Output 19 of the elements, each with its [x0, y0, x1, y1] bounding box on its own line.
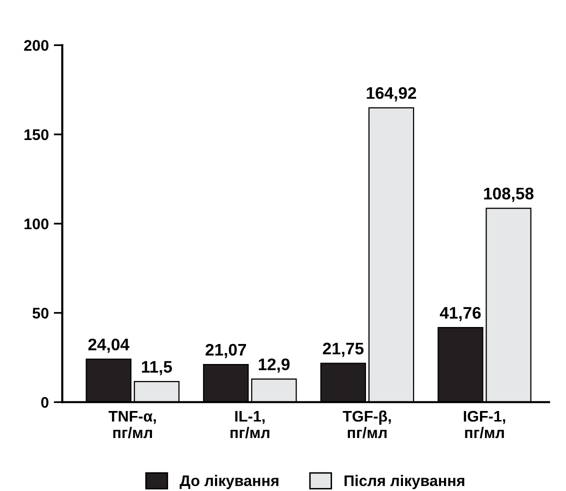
x-tick-label: TGF-β, пг/мл	[342, 410, 391, 438]
legend-label: Після лікування	[344, 474, 464, 490]
y-tick-label: 100	[24, 218, 48, 230]
y-tick-label: 150	[24, 129, 48, 140]
y-tick-label: 0	[41, 396, 48, 408]
data-label: 11,5	[142, 361, 172, 376]
data-label: 164,92	[366, 87, 416, 102]
y-tick-label: 200	[24, 40, 48, 51]
x-tick-label: IL-1, пг/мл	[230, 411, 270, 438]
data-label: 24,04	[88, 338, 130, 353]
data-label: 41,76	[440, 306, 481, 322]
x-tick-label: IGF-1, пг/мл	[464, 410, 506, 438]
data-label: 12,9	[258, 358, 290, 373]
data-label: 21,07	[206, 344, 246, 358]
data-label: 21,75	[322, 342, 364, 357]
x-tick-label: TNF-α, пг/мл	[108, 411, 156, 438]
legend-label: До лікування	[180, 474, 278, 490]
data-label: 108,58	[484, 188, 534, 202]
y-tick-label: 50	[32, 308, 48, 319]
